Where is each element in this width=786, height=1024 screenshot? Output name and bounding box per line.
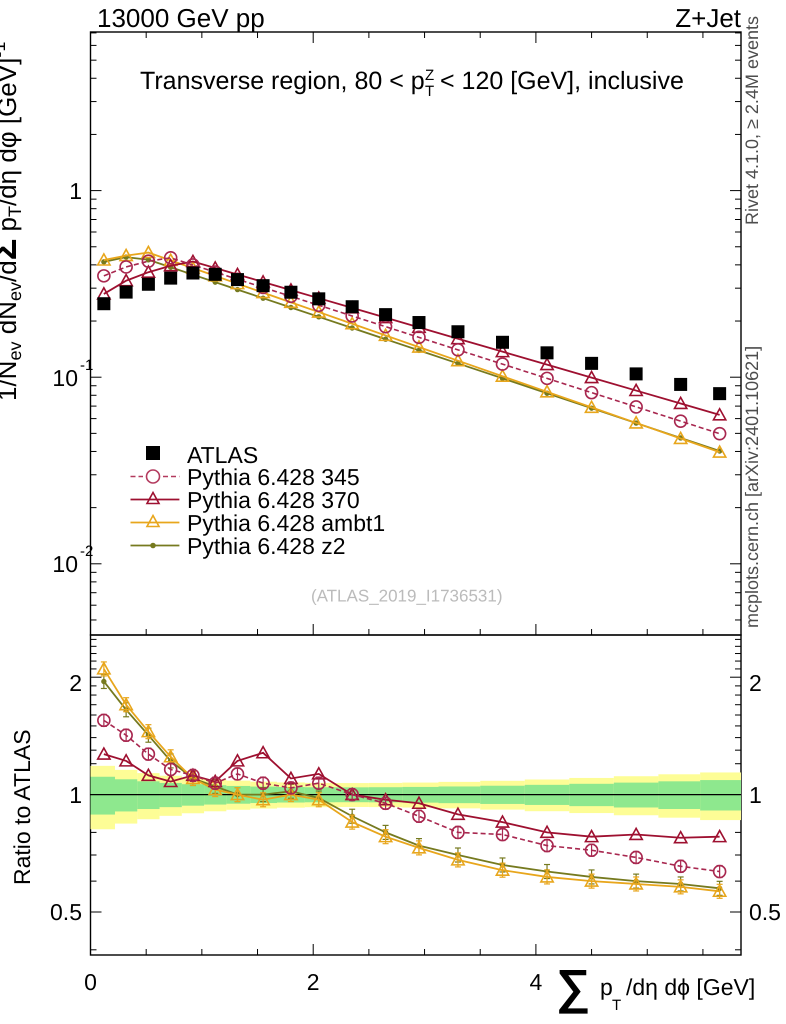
svg-text:13000 GeV pp: 13000 GeV pp: [97, 3, 265, 33]
svg-text:1: 1: [69, 178, 82, 204]
svg-text:Rivet 4.1.0, ≥ 2.4M events: Rivet 4.1.0, ≥ 2.4M events: [742, 16, 762, 225]
svg-text:Transverse region, 80 < p: Transverse region, 80 < p: [140, 67, 425, 95]
svg-text:10: 10: [52, 551, 78, 577]
svg-text:/dη dϕ [GeV]: /dη dϕ [GeV]: [626, 974, 755, 1000]
svg-text:(ATLAS_2019_I1736531): (ATLAS_2019_I1736531): [311, 587, 503, 606]
svg-text:0.5: 0.5: [749, 899, 781, 925]
svg-text:∑: ∑: [556, 961, 590, 1014]
svg-text:T: T: [612, 997, 621, 1014]
svg-text:1: 1: [69, 782, 82, 808]
svg-text:2: 2: [749, 670, 762, 696]
svg-text:p: p: [600, 974, 613, 1000]
svg-text:2: 2: [307, 969, 320, 995]
svg-text:4: 4: [530, 969, 543, 995]
svg-text:Z: Z: [425, 67, 434, 84]
svg-text:0.5: 0.5: [50, 899, 82, 925]
svg-text:Pythia 6.428 z2: Pythia 6.428 z2: [187, 533, 346, 559]
svg-text:< 120 [GeV], inclusive: < 120 [GeV], inclusive: [440, 67, 684, 95]
svg-text:Ratio to ATLAS: Ratio to ATLAS: [9, 729, 35, 885]
svg-text:mcplots.cern.ch [arXiv:2401.10: mcplots.cern.ch [arXiv:2401.10621]: [742, 346, 762, 628]
svg-text:0: 0: [84, 969, 97, 995]
svg-text:2: 2: [69, 670, 82, 696]
svg-text:10: 10: [52, 365, 78, 391]
svg-text:1: 1: [749, 782, 762, 808]
svg-text:-1: -1: [80, 357, 93, 374]
svg-text:T: T: [425, 83, 434, 100]
svg-text:-2: -2: [80, 543, 93, 560]
svg-text:Z+Jet: Z+Jet: [675, 3, 742, 33]
